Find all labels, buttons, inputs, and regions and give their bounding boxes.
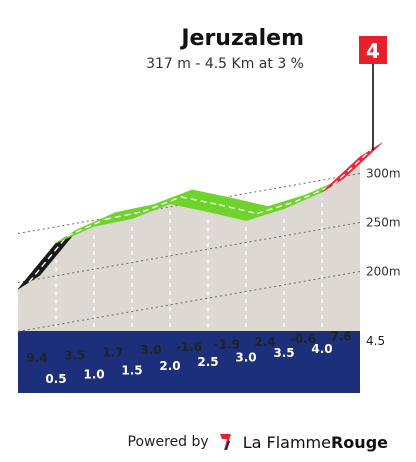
gradient-label: -1.9 [214,338,240,352]
ribbon-centerline-2 [104,210,144,221]
brand-name-part2: Rouge [330,432,388,452]
km-tick-label: 3.0 [235,351,256,365]
flame-logo-icon [219,434,231,450]
category-flag-label: 4 [366,39,380,63]
ribbon-centerline-4 [180,196,220,206]
category-flag [359,36,387,64]
climb-subtitle: 317 m - 4.5 Km at 3 % [146,56,304,72]
km-tick-label: 2.0 [159,359,180,373]
km-tick-label: 0.5 [45,372,66,386]
gradient-label: -1.6 [176,340,202,354]
ribbon-centerline-1 [66,218,106,237]
km-tick-label: 4.0 [311,342,332,356]
km-end-label: 4.5 [366,334,385,348]
terrain-area [18,156,360,331]
footer: Powered by La FlammeRouge [128,432,388,452]
ribbon-centerline-5 [218,204,258,215]
gradient-label: 9.4 [26,351,47,365]
gradient-label: 3.5 [64,348,85,362]
ribbon-centerline-8 [332,149,372,186]
elevation-tick-label: 300m [366,167,401,181]
brand-name: La FlammeRouge [243,433,388,452]
gradient-label: 2.4 [254,335,275,349]
ribbon-centerline-3 [142,196,182,213]
ribbon-centerline-6 [256,201,296,215]
km-tick-label: 1.5 [121,363,142,377]
km-tick-label: 1.0 [83,368,104,382]
elevation-tick-label: 250m [366,216,401,230]
brand-name-part1: La Flamme [242,432,331,452]
gradient-label: 3.0 [140,343,161,357]
km-tick-label: 2.5 [197,355,218,369]
gradient-label: 1.7 [102,346,123,360]
gradient-label: -0.6 [290,332,316,346]
km-tick-label: 3.5 [273,346,294,360]
elevation-tick-label: 200m [366,265,401,279]
climb-title: Jeruzalem [181,26,304,51]
powered-by-label: Powered by [127,434,209,450]
distance-band [18,331,360,393]
gradient-label: 7.6 [330,329,351,343]
